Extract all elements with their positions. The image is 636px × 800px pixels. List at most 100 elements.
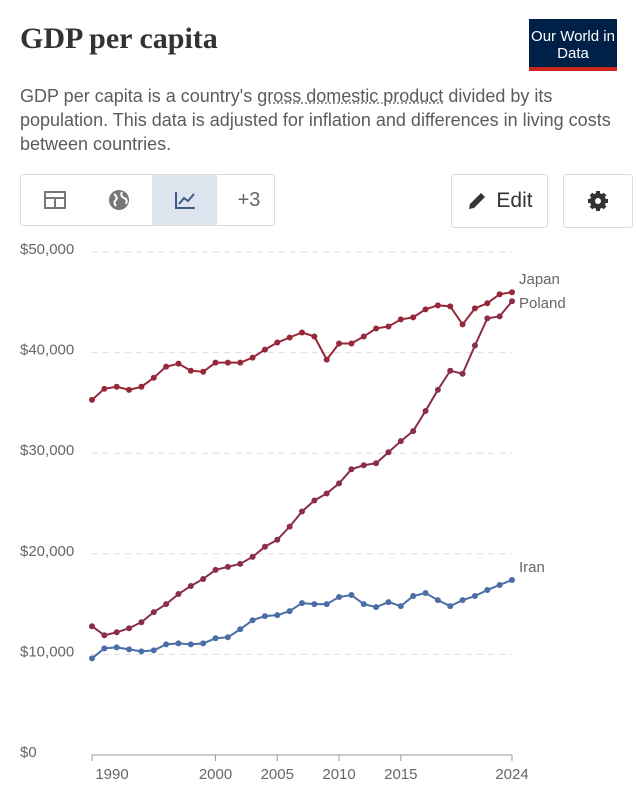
y-tick-label: $40,000 xyxy=(20,342,74,359)
data-point xyxy=(323,490,330,497)
settings-button[interactable] xyxy=(563,174,633,228)
data-point xyxy=(397,438,404,445)
data-point xyxy=(163,641,170,648)
data-point xyxy=(101,645,108,652)
data-point xyxy=(447,603,454,610)
line-icon xyxy=(174,192,195,209)
data-point xyxy=(471,305,478,312)
table-tab[interactable] xyxy=(23,175,87,225)
data-point xyxy=(113,383,120,390)
data-point xyxy=(150,374,157,381)
data-point xyxy=(471,593,478,600)
data-point xyxy=(138,619,145,626)
data-point xyxy=(175,591,182,598)
y-tick-label: $10,000 xyxy=(20,643,74,660)
data-point xyxy=(496,581,503,588)
data-point xyxy=(410,428,417,435)
series-label: Iran xyxy=(519,559,545,576)
data-point xyxy=(89,655,95,662)
subtitle-link[interactable]: gross domestic product xyxy=(257,86,444,106)
data-point xyxy=(336,340,343,347)
chart-tab[interactable] xyxy=(152,175,217,225)
y-tick-label: $20,000 xyxy=(20,543,74,560)
data-point xyxy=(484,300,491,307)
data-point xyxy=(360,333,367,340)
data-point xyxy=(261,613,268,620)
data-point xyxy=(237,626,244,633)
data-point xyxy=(459,597,466,604)
data-point xyxy=(89,396,95,403)
data-point xyxy=(113,644,120,651)
data-point xyxy=(336,594,343,601)
data-point xyxy=(311,333,318,340)
data-point xyxy=(434,386,441,393)
data-point xyxy=(434,302,441,309)
globe-icon xyxy=(109,190,129,210)
data-point xyxy=(509,576,515,583)
edit-button[interactable]: Edit xyxy=(451,174,548,228)
series-label: Poland xyxy=(519,295,566,312)
data-point xyxy=(89,623,95,630)
subtitle-text: divided by its population. This data is … xyxy=(20,86,611,154)
gear-icon xyxy=(588,191,608,211)
data-point xyxy=(410,314,417,321)
data-point xyxy=(397,603,404,610)
data-point xyxy=(373,460,380,467)
data-point xyxy=(323,356,330,363)
data-point xyxy=(360,462,367,469)
data-point xyxy=(150,647,157,654)
data-point xyxy=(274,536,281,543)
data-point xyxy=(224,563,231,570)
data-point xyxy=(373,325,380,332)
data-point xyxy=(286,523,293,530)
data-point xyxy=(261,543,268,550)
data-point xyxy=(101,385,108,392)
data-point xyxy=(311,497,318,504)
series-line xyxy=(91,579,513,660)
data-point xyxy=(200,368,207,375)
data-point xyxy=(212,635,219,642)
tab-bar: +3 xyxy=(20,174,275,226)
data-point xyxy=(385,449,392,456)
data-point xyxy=(299,329,305,336)
subtitle: GDP per capita is a country's gross dome… xyxy=(20,84,620,156)
data-point xyxy=(299,600,305,607)
logo[interactable]: Our World in Data xyxy=(529,19,617,71)
x-tick-label: 1990 xyxy=(95,766,128,783)
data-point xyxy=(336,480,343,487)
data-point xyxy=(286,608,293,615)
edit-label: Edit xyxy=(496,189,533,212)
data-point xyxy=(212,359,219,366)
data-point xyxy=(471,342,478,349)
map-tab[interactable] xyxy=(87,175,151,225)
data-point xyxy=(163,363,170,370)
more-tabs[interactable]: +3 xyxy=(237,188,261,211)
data-point xyxy=(459,370,466,377)
data-point xyxy=(311,601,318,608)
data-point xyxy=(360,601,367,608)
data-point xyxy=(175,640,182,647)
data-point xyxy=(274,339,281,346)
data-point xyxy=(126,386,133,393)
data-point xyxy=(249,354,256,361)
data-point xyxy=(187,582,194,589)
title: GDP per capita xyxy=(20,22,218,55)
data-point xyxy=(484,315,491,322)
data-point xyxy=(200,640,207,647)
data-point xyxy=(422,306,429,313)
data-point xyxy=(410,593,417,600)
x-tick-label: 2015 xyxy=(384,766,417,783)
data-point xyxy=(509,289,515,296)
data-point xyxy=(200,575,207,582)
data-point xyxy=(434,597,441,604)
data-point xyxy=(422,407,429,414)
data-point xyxy=(348,466,355,473)
y-tick-label: $50,000 xyxy=(20,241,74,258)
data-point xyxy=(175,360,182,367)
data-point xyxy=(447,367,454,374)
data-point xyxy=(126,625,133,632)
data-point xyxy=(138,383,145,390)
data-point xyxy=(459,321,466,328)
data-point xyxy=(138,648,145,655)
